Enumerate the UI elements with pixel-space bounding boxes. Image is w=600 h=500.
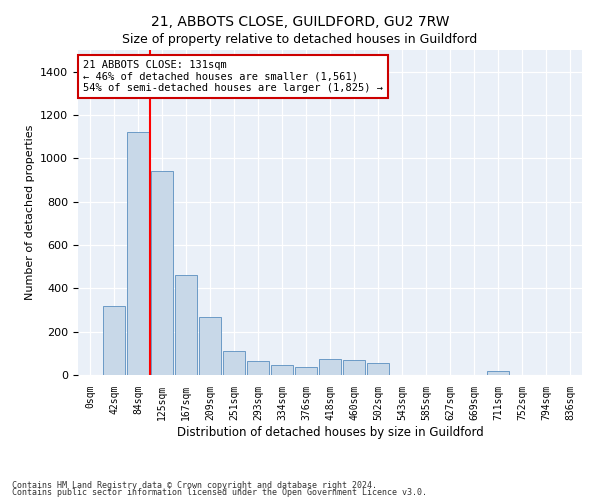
Bar	[343, 360, 365, 375]
Bar	[295, 368, 317, 375]
Bar	[175, 276, 197, 375]
Text: 21, ABBOTS CLOSE, GUILDFORD, GU2 7RW: 21, ABBOTS CLOSE, GUILDFORD, GU2 7RW	[151, 15, 449, 29]
Bar	[319, 359, 341, 375]
Text: Contains HM Land Registry data © Crown copyright and database right 2024.: Contains HM Land Registry data © Crown c…	[12, 480, 377, 490]
X-axis label: Distribution of detached houses by size in Guildford: Distribution of detached houses by size …	[176, 426, 484, 438]
Text: Contains public sector information licensed under the Open Government Licence v3: Contains public sector information licen…	[12, 488, 427, 497]
Bar	[223, 351, 245, 375]
Bar	[487, 370, 509, 375]
Bar	[151, 172, 173, 375]
Bar	[103, 306, 125, 375]
Bar	[271, 365, 293, 375]
Bar	[127, 132, 149, 375]
Bar	[367, 363, 389, 375]
Text: Size of property relative to detached houses in Guildford: Size of property relative to detached ho…	[122, 32, 478, 46]
Text: 21 ABBOTS CLOSE: 131sqm
← 46% of detached houses are smaller (1,561)
54% of semi: 21 ABBOTS CLOSE: 131sqm ← 46% of detache…	[83, 60, 383, 93]
Bar	[199, 316, 221, 375]
Y-axis label: Number of detached properties: Number of detached properties	[25, 125, 35, 300]
Bar	[247, 361, 269, 375]
